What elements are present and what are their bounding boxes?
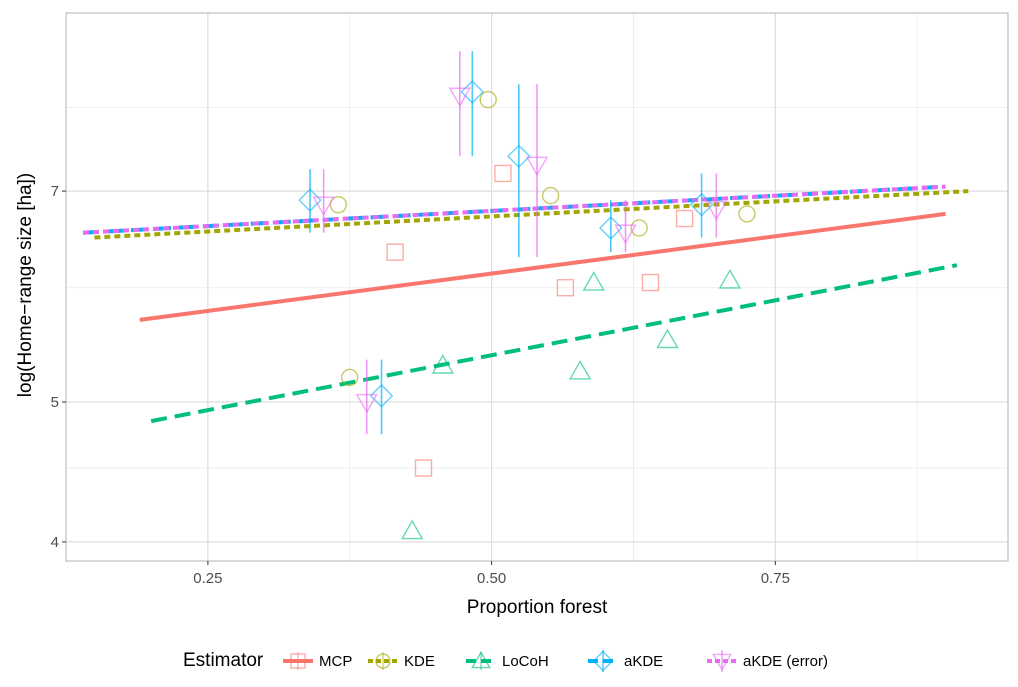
point-akde-error-	[312, 196, 335, 217]
point-kde	[479, 90, 497, 109]
point-locoh	[400, 519, 424, 540]
y-tick-label: 5	[51, 394, 59, 411]
point-akde-error-	[614, 224, 637, 245]
legend-entry-akde: aKDE	[588, 650, 663, 672]
legend-key-marker	[375, 653, 391, 669]
trend-line-mcp	[139, 211, 946, 322]
plot-panel-border	[65, 12, 1009, 562]
x-tick-label: 0.25	[193, 570, 222, 587]
legend-key-marker	[290, 653, 306, 669]
data-points	[298, 51, 756, 540]
trend-lines	[82, 184, 969, 424]
legend-key-marker	[471, 650, 491, 669]
point-locoh	[431, 354, 455, 374]
legend-label-locoh: LoCoH	[502, 653, 549, 670]
x-tick-label: 0.75	[761, 570, 790, 587]
point-mcp	[414, 459, 433, 477]
point-akde-error-	[448, 87, 472, 108]
trend-line-locoh	[150, 263, 958, 424]
legend-entry-mcp: MCP	[283, 652, 352, 670]
point-mcp	[386, 243, 404, 261]
trend-line-akde-error-	[82, 184, 946, 235]
y-axis-title: log(Home−range size [ha])	[15, 173, 36, 397]
point-kde	[541, 186, 560, 205]
point-kde	[341, 368, 359, 387]
legend-label-akde: aKDE	[624, 653, 663, 670]
point-kde	[329, 195, 348, 214]
point-mcp	[494, 164, 512, 183]
legend-entry-locoh: LoCoH	[466, 650, 549, 670]
axes: 0.25 0.50 0.75 4 5 7	[51, 183, 790, 587]
point-mcp	[641, 273, 660, 292]
y-tick-label: 4	[51, 534, 59, 551]
point-mcp	[556, 279, 575, 297]
y-tick-label: 7	[51, 183, 59, 200]
point-kde	[630, 219, 648, 237]
legend-key-marker	[712, 653, 732, 672]
point-akde	[369, 383, 394, 408]
point-akde-error-	[525, 156, 549, 177]
point-mcp	[675, 209, 694, 228]
x-axis-title: Proportion forest	[467, 597, 608, 618]
point-kde	[738, 205, 756, 223]
point-akde-error-	[705, 201, 728, 221]
legend-entry-kde: KDE	[368, 652, 435, 670]
legend-label-kde: KDE	[404, 653, 435, 670]
legend-key-marker	[592, 650, 614, 672]
point-locoh	[718, 269, 742, 289]
legend-label-mcp: MCP	[319, 653, 352, 670]
legend-title: Estimator	[183, 650, 264, 671]
x-tick-label: 0.50	[477, 570, 506, 587]
point-akde	[598, 216, 623, 240]
point-locoh	[656, 328, 679, 349]
point-akde	[507, 144, 531, 169]
legend-label-akde-error-: aKDE (error)	[743, 653, 828, 670]
point-locoh	[568, 360, 592, 380]
legend-entry-akde-error-: aKDE (error)	[707, 650, 828, 672]
point-locoh	[582, 271, 605, 291]
legend: Estimator MCP KDE LoCoH aKDE aKDE (error)	[183, 650, 828, 672]
point-akde-error-	[355, 393, 378, 414]
trend-line-kde	[94, 189, 969, 240]
